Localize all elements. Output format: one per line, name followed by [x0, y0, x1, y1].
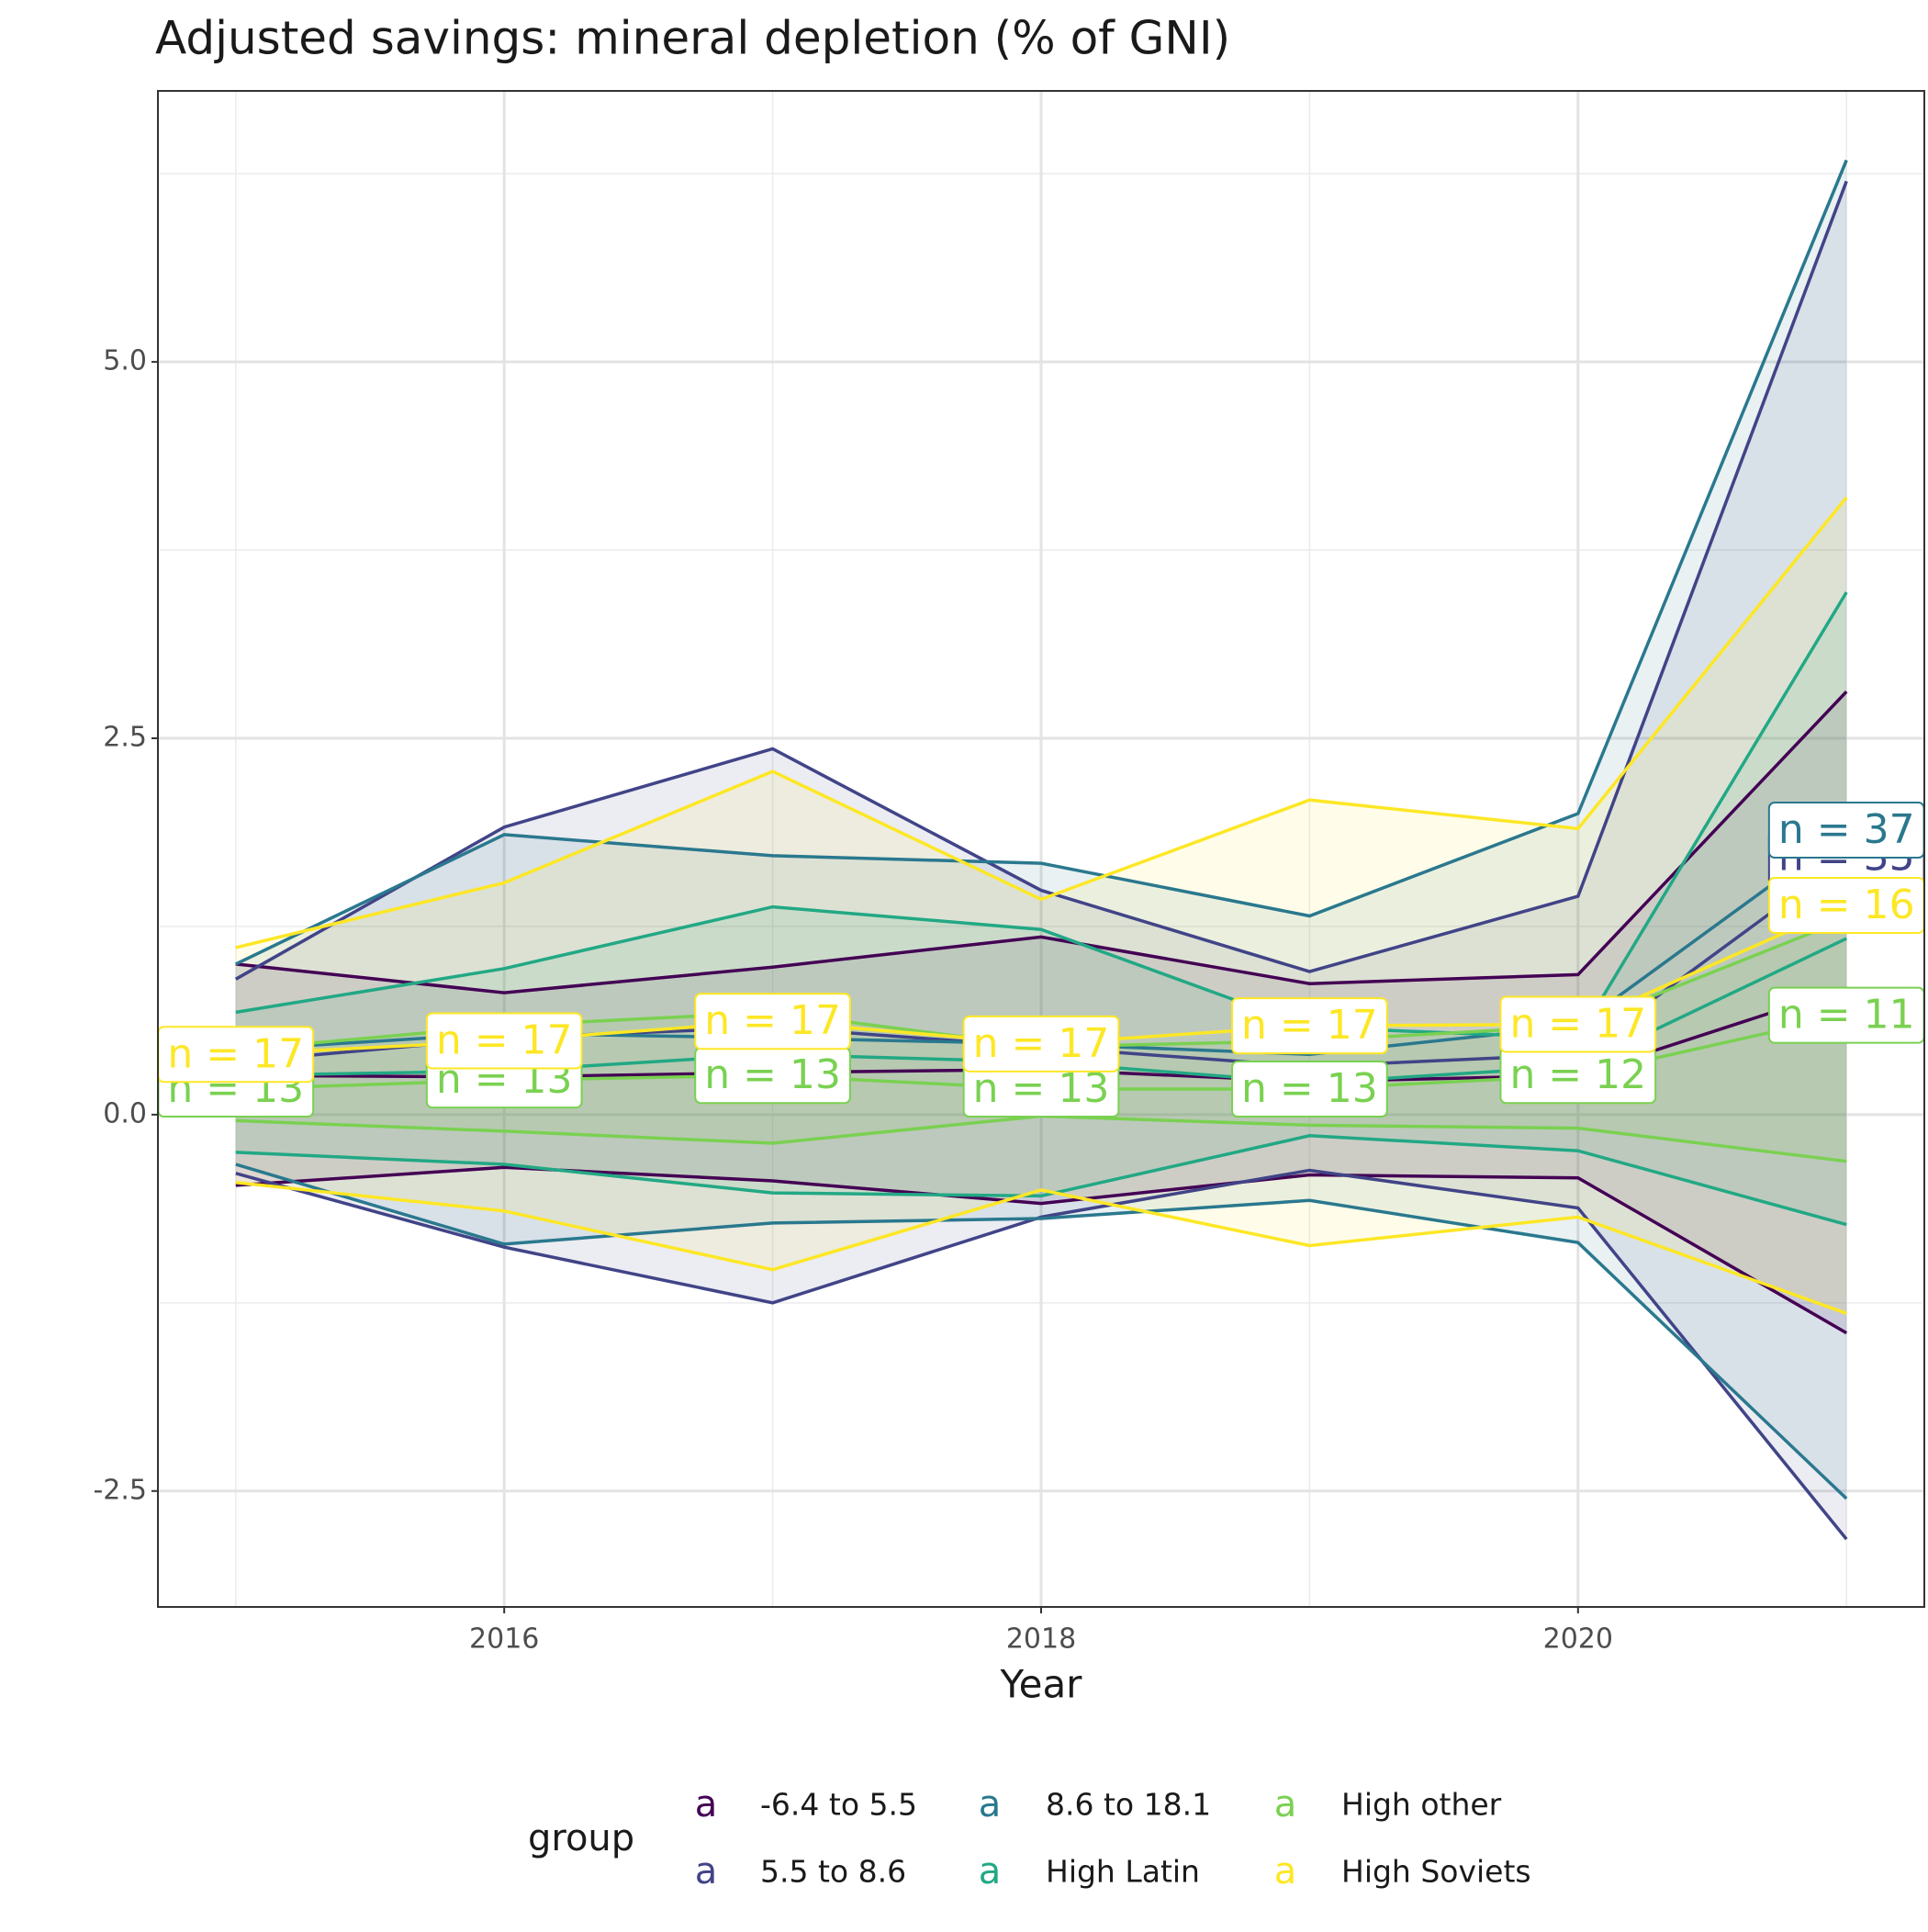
bound-line [235, 1180, 1847, 1315]
n-label: n = 12 [1499, 1047, 1657, 1105]
n-label: n = 17 [425, 1012, 583, 1070]
legend-key: a [695, 1850, 718, 1893]
legend-title: group [528, 1817, 634, 1859]
ribbons [235, 160, 1847, 1540]
n-label: n = 17 [962, 1015, 1120, 1073]
n-label-text: n = 17 [167, 1030, 304, 1077]
bound-line [234, 180, 1848, 981]
n-label-text: n = 17 [704, 997, 841, 1044]
ribbon [235, 181, 1847, 1540]
bound-line [235, 690, 1848, 994]
legend-key: a [979, 1783, 1002, 1825]
n-label: n = 37 [1767, 802, 1925, 859]
n-label-text: n = 37 [1778, 806, 1915, 853]
n-label-text: n = 11 [1778, 992, 1915, 1039]
legend-label: High other [1341, 1787, 1502, 1823]
n-label-text: n = 12 [1509, 1051, 1646, 1098]
bound-line [235, 496, 1848, 949]
n-label: n = 17 [1499, 995, 1657, 1053]
n-label-box [1231, 997, 1388, 1055]
n-label-box [425, 1012, 583, 1070]
n-label-text: n = 16 [1778, 882, 1915, 928]
legend-key: a [1274, 1783, 1297, 1825]
chart-title: Adjusted savings: mineral depletion (% o… [155, 12, 1230, 65]
bound-line [235, 1163, 1848, 1500]
y-tick-label: 2.5 [103, 721, 147, 753]
n-label: n = 17 [694, 993, 851, 1050]
n-label: n = 13 [1231, 1061, 1388, 1118]
ribbon [235, 497, 1847, 1314]
legend-label: 5.5 to 8.6 [760, 1854, 906, 1890]
legend-label: High Soviets [1341, 1854, 1531, 1890]
n-label-box [1231, 1061, 1388, 1118]
n-label-text: n = 17 [436, 1017, 573, 1064]
n-label-box [1499, 995, 1657, 1053]
bound-line [235, 1134, 1847, 1227]
x-axis-label: Year [1000, 1662, 1083, 1707]
ribbon [235, 160, 1847, 1499]
n-label: n = 13 [962, 1061, 1120, 1118]
n-label: n = 17 [1231, 997, 1388, 1055]
x-tick-label: 2018 [1006, 1623, 1076, 1656]
n-label-text: n = 13 [1241, 1065, 1378, 1112]
ribbon [235, 591, 1847, 1225]
y-tick-label: 5.0 [103, 345, 147, 377]
n-label: n = 16 [1767, 876, 1925, 934]
legend-key: a [695, 1783, 718, 1825]
n-label-text: n = 17 [1509, 1001, 1646, 1048]
n-label: n = 17 [157, 1026, 315, 1084]
n-label-text: n = 17 [973, 1020, 1110, 1067]
n-label-text: n = 17 [1241, 1002, 1378, 1049]
n-label: n = 13 [694, 1047, 851, 1105]
legend-key: a [979, 1850, 1002, 1893]
n-label-box [694, 993, 851, 1050]
n-label-text: n = 13 [704, 1051, 841, 1098]
y-tick-label: 0.0 [103, 1097, 147, 1129]
n-labels: n = 35n = 37n = 13n = 13n = 13n = 13n = … [157, 802, 1925, 1118]
legend-label: 8.6 to 18.1 [1046, 1787, 1211, 1823]
bound-line [235, 1165, 1848, 1335]
n-label-box [962, 1015, 1120, 1073]
n-label-text: n = 13 [973, 1065, 1110, 1112]
x-tick-label: 2016 [469, 1623, 539, 1656]
legend-key: a [1274, 1850, 1297, 1893]
bound-line [235, 159, 1848, 966]
legend-label: -6.4 to 5.5 [760, 1787, 917, 1823]
x-tick-label: 2020 [1543, 1623, 1613, 1656]
legend-label: High Latin [1046, 1854, 1200, 1890]
panel-border [157, 90, 1925, 1608]
y-tick-label: -2.5 [93, 1474, 147, 1506]
n-label: n = 11 [1767, 986, 1925, 1044]
ribbon [235, 918, 1847, 1162]
